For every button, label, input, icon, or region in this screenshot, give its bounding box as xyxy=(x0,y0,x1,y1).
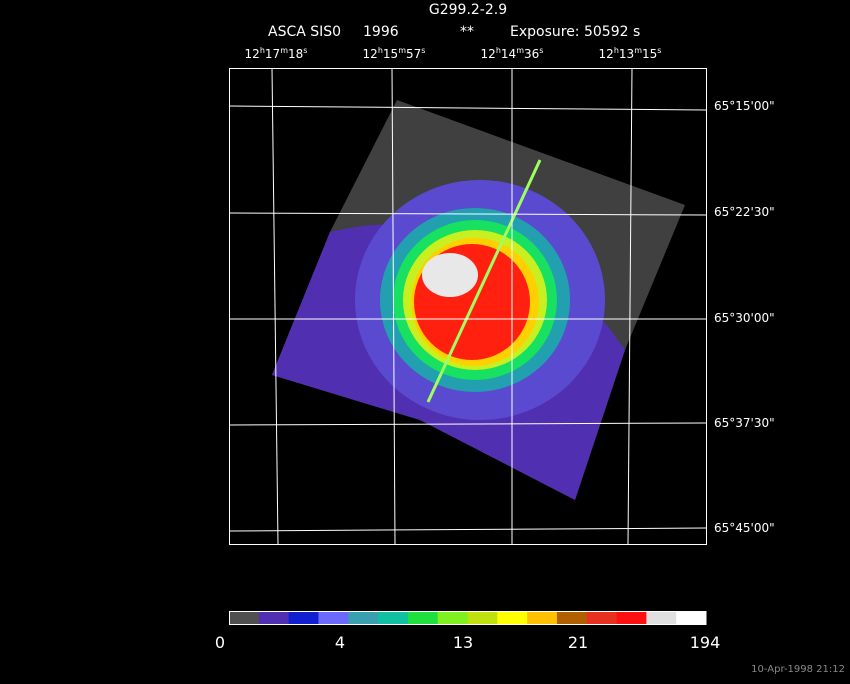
ra-value: 15 xyxy=(383,47,398,61)
colorbar-swatch xyxy=(616,611,647,625)
ra-value: 57 xyxy=(406,47,421,61)
colorbar-swatch xyxy=(586,611,618,625)
ra-value: 12 xyxy=(481,47,496,61)
ra-unit: s xyxy=(303,46,307,55)
ra-value: 36 xyxy=(524,47,539,61)
colorbar-swatch xyxy=(527,611,558,625)
dec-label: 65°45'00" xyxy=(714,521,775,535)
ra-value: 12 xyxy=(363,47,378,61)
colorbar-swatch xyxy=(646,611,677,625)
colorbar-swatch xyxy=(318,611,349,625)
dec-labels: 65°15'00" 65°22'30" 65°30'00" 65°37'30" 65°4… xyxy=(714,99,775,535)
ra-unit: m xyxy=(634,46,642,55)
colorbar-label: 0 xyxy=(215,633,225,652)
xray-image xyxy=(272,100,685,500)
exposure: Exposure: 50592 s xyxy=(510,24,640,40)
dec-label: 65°22'30" xyxy=(714,205,775,219)
colorbar-swatch xyxy=(676,611,707,625)
ra-label: 12h14m36s xyxy=(481,46,544,61)
colorbar-swatch xyxy=(229,611,260,625)
colorbar-swatch xyxy=(407,611,439,625)
ra-unit: m xyxy=(398,46,406,55)
colorbar-swatch xyxy=(467,611,498,625)
ra-unit: s xyxy=(421,46,425,55)
colorbar-swatch xyxy=(378,611,409,625)
ra-unit: m xyxy=(516,46,524,55)
colorbar-swatch xyxy=(497,611,528,625)
colorbar-swatch xyxy=(556,611,588,625)
ra-value: 15 xyxy=(642,47,657,61)
year: 1996 xyxy=(363,24,399,40)
ra-value: 17 xyxy=(265,47,280,61)
dec-label: 65°30'00" xyxy=(714,311,775,325)
timestamp: 10-Apr-1998 21:12 xyxy=(751,664,845,675)
ra-unit: h xyxy=(260,46,265,55)
title: G299.2-2.9 xyxy=(429,2,507,18)
ra-value: 14 xyxy=(501,47,516,61)
ra-unit: h xyxy=(496,46,501,55)
ra-value: 18 xyxy=(288,47,303,61)
colorbar-labels: 0 4 13 21 194 xyxy=(215,633,720,652)
ra-labels: 12h17m18s 12h15m57s 12h14m36s 12h13m15s xyxy=(245,46,662,61)
ra-unit: m xyxy=(280,46,288,55)
ra-unit: s xyxy=(657,46,661,55)
colorbar-label: 4 xyxy=(335,633,345,652)
dec-label: 65°37'30" xyxy=(714,416,775,430)
ra-unit: h xyxy=(378,46,383,55)
ra-unit: s xyxy=(539,46,543,55)
ra-unit: h xyxy=(614,46,619,55)
colorbar-swatch xyxy=(288,611,319,625)
colorbar-frame xyxy=(229,611,706,625)
instrument: ASCA SIS0 xyxy=(268,24,341,40)
colorbar-label: 194 xyxy=(690,633,721,652)
dec-label: 65°15'00" xyxy=(714,99,775,113)
ra-value: 12 xyxy=(599,47,614,61)
grid xyxy=(228,67,707,545)
ra-label: 12h15m57s xyxy=(363,46,426,61)
ra-label: 12h17m18s xyxy=(245,46,308,61)
colorbar-swatch xyxy=(437,611,468,625)
ra-value: 13 xyxy=(619,47,634,61)
colorbar-swatch xyxy=(348,611,379,625)
colorbar xyxy=(229,611,707,625)
flag: ** xyxy=(460,24,474,40)
colorbar-label: 21 xyxy=(568,633,588,652)
ra-label: 12h13m15s xyxy=(599,46,662,61)
ra-value: 12 xyxy=(245,47,260,61)
colorbar-label: 13 xyxy=(453,633,473,652)
colorbar-swatch xyxy=(258,611,290,625)
